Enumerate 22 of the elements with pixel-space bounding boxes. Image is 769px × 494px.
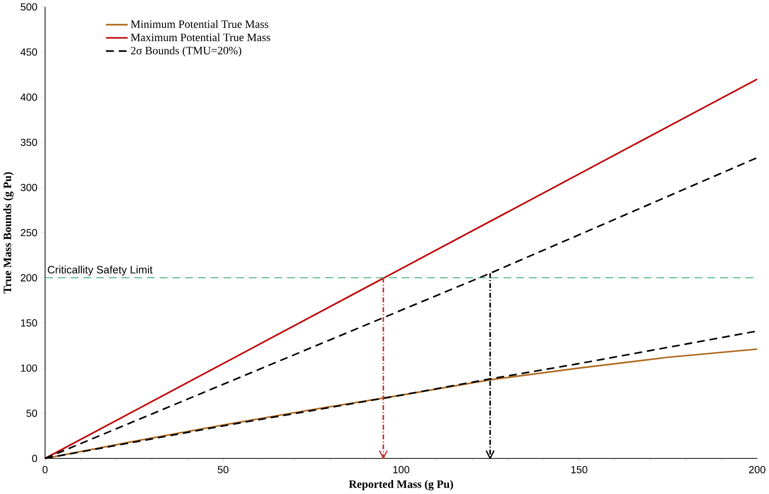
y-tick-label: 450 [20,48,38,56]
y-tick-label: 0 [32,454,38,462]
x-tick-label: 150 [571,466,588,474]
x-tick-label: 0 [42,466,48,474]
y-tick-label: 150 [21,320,38,327]
y-tick-label: 200 [20,274,38,282]
x-tick-label: 100 [393,466,410,474]
y-tick-label: 350 [20,138,38,146]
legend-label: Minimum Potential True Mass [130,20,268,28]
y-tick-label: 300 [20,184,38,192]
y-tick-label: 500 [20,3,38,11]
y-tick-label: 100 [21,364,38,372]
y-tick-label: 400 [20,94,38,102]
x-tick-label: 200 [749,466,766,474]
x-axis-title: Reported Mass (g Pu) [348,480,454,491]
y-tick-label: 250 [20,229,38,236]
legend-label: 2σ Bounds (TMU=20%) [130,46,242,57]
legend-label: Maximum Potential True Mass [130,33,270,42]
y-tick-label: 50 [26,410,38,418]
x-tick-label: 50 [218,466,228,474]
y-axis-title: True Mass Bounds (g Pu) [3,172,14,294]
ref-line-label: Criticallity Safety Limit [48,266,153,276]
